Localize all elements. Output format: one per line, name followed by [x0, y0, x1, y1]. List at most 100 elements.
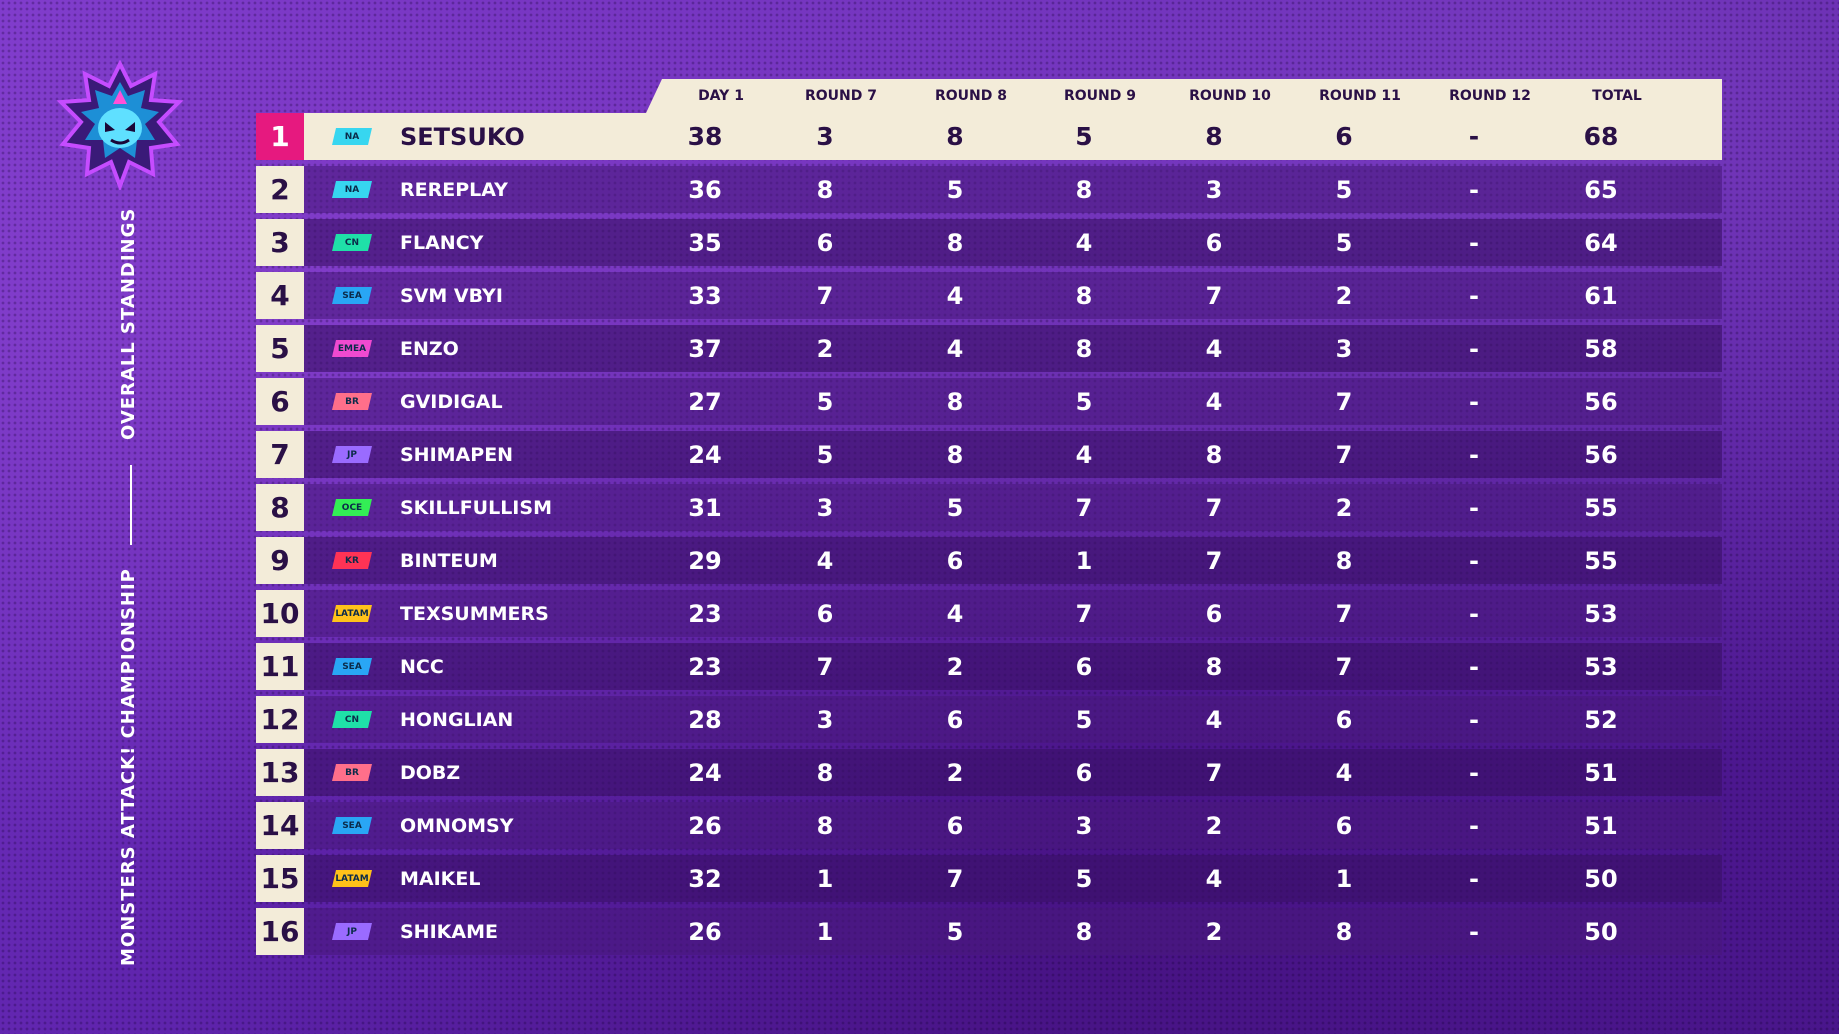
table-row: 16 JP SHIKAME 26 1 5 8 2 8 - 50 — [256, 908, 1722, 955]
row-body: EMEA ENZO 37 2 4 8 4 3 - 58 — [304, 325, 1722, 372]
rank-badge: 3 — [256, 219, 304, 266]
table-row: 11 SEA NCC 23 7 2 6 8 7 - 53 — [256, 643, 1722, 690]
total-score: 52 — [1584, 705, 1618, 734]
score-cell: 1 — [816, 917, 834, 946]
score-cell: 8 — [946, 228, 964, 257]
score-cell: 4 — [1205, 334, 1223, 363]
table-row: 1 NA SETSUKO 38 3 8 5 8 6-68 — [256, 113, 1722, 160]
score-cell: 6 — [1335, 122, 1353, 151]
championship-title: MONSTERS ATTACK! CHAMPIONSHIP — [118, 568, 139, 967]
score-cell: 2 — [946, 758, 964, 787]
score-cell: 31 — [688, 493, 722, 522]
table-row: 13 BR DOBZ 24 8 2 6 7 4 - 51 — [256, 749, 1722, 796]
table-row: 2 NA REREPLAY 36 8 5 8 3 5 - 65 — [256, 166, 1722, 213]
player-name: FLANCY — [400, 231, 484, 254]
score-cell: 26 — [688, 917, 722, 946]
score-cell: 8 — [1205, 122, 1223, 151]
score-cell: 2 — [1335, 493, 1353, 522]
row-body: OCE SKILLFULLISM 31 3 5 7 7 2 - 55 — [304, 484, 1722, 531]
player-name: NCC — [400, 655, 444, 678]
score-cell: 36 — [688, 175, 722, 204]
column-header-round-11: ROUND 11 — [1319, 88, 1401, 104]
player-name: GVIDIGAL — [400, 390, 503, 413]
score-cell: 2 — [1205, 811, 1223, 840]
column-header-round-12: ROUND 12 — [1449, 88, 1531, 104]
total-score: 50 — [1584, 864, 1618, 893]
score-cell: 4 — [946, 334, 964, 363]
player-name: DOBZ — [400, 761, 461, 784]
player-name: SHIKAME — [400, 920, 498, 943]
region-tag: LATAM — [332, 870, 372, 887]
total-score: 50 — [1584, 917, 1618, 946]
row-body: CN FLANCY 35 6 8 4 6 5 - 64 — [304, 219, 1722, 266]
region-tag: CN — [332, 234, 372, 251]
player-name: ENZO — [400, 337, 459, 360]
score-cell: 8 — [1075, 917, 1093, 946]
rank-badge: 5 — [256, 325, 304, 372]
score-cell: 5 — [1075, 122, 1093, 151]
score-cell: 5 — [816, 387, 834, 416]
score-cell: 3 — [1205, 175, 1223, 204]
table-row: 10 LATAM TEXSUMMERS 23 6 4 7 6 7 - 53 — [256, 590, 1722, 637]
score-cell: 6 — [946, 705, 964, 734]
score-cell: 5 — [1075, 705, 1093, 734]
score-cell: 7 — [1205, 758, 1223, 787]
score-cell: 7 — [1335, 599, 1353, 628]
row-body: CN HONGLIAN 28 3 6 5 4 6 - 52 — [304, 696, 1722, 743]
score-cell: 5 — [946, 493, 964, 522]
score-cell: - — [1469, 864, 1479, 893]
table-row: 3 CN FLANCY 35 6 8 4 6 5 - 64 — [256, 219, 1722, 266]
score-cell: 26 — [688, 811, 722, 840]
score-cell: 37 — [688, 334, 722, 363]
region-tag: NA — [332, 128, 372, 145]
standings-table: DAY 1 ROUND 7 ROUND 8 ROUND 9 ROUND 10 ROUND … — [256, 79, 1722, 955]
column-header-round-7: ROUND 7 — [804, 88, 877, 104]
table-header: DAY 1 ROUND 7 ROUND 8 ROUND 9 ROUND 10 ROUND … — [646, 79, 1722, 113]
row-body: SEA NCC 23 7 2 6 8 7 - 53 — [304, 643, 1722, 690]
table-row: 14 SEA OMNOMSY 26 8 6 3 2 6-51 — [256, 802, 1722, 849]
row-body: LATAM TEXSUMMERS 23 6 4 7 6 7 - 53 — [304, 590, 1722, 637]
table-row: 9 KR BINTEUM 29 4 6 1 7 8 - 55 — [256, 537, 1722, 584]
score-cell: 5 — [946, 917, 964, 946]
rank-badge: 13 — [256, 749, 304, 796]
score-cell: 8 — [816, 811, 834, 840]
score-cell: 7 — [946, 864, 964, 893]
rank-badge: 1 — [256, 113, 304, 160]
row-body: KR BINTEUM 29 4 6 1 7 8 - 55 — [304, 537, 1722, 584]
score-cell: 27 — [688, 387, 722, 416]
score-cell: - — [1469, 228, 1479, 257]
score-cell: 6 — [1075, 652, 1093, 681]
score-cell: 4 — [1075, 440, 1093, 469]
score-cell: 6 — [816, 228, 834, 257]
score-cell: 8 — [1335, 917, 1353, 946]
total-score: 64 — [1584, 228, 1618, 257]
score-cell: 6 — [1335, 811, 1353, 840]
sidebar — [50, 60, 190, 990]
player-name: SETSUKO — [400, 122, 525, 151]
score-cell: 28 — [688, 705, 722, 734]
table-row: 8 OCE SKILLFULLISM 31 3 5 7 7 2 - 55 — [256, 484, 1722, 531]
score-cell: 29 — [688, 546, 722, 575]
rank-badge: 16 — [256, 908, 304, 955]
table-row: 12 CN HONGLIAN 28 3 6 5 4 6 - 52 — [256, 696, 1722, 743]
score-cell: - — [1469, 758, 1479, 787]
region-tag: CN — [332, 711, 372, 728]
player-name: SVM VBYI — [400, 284, 503, 307]
score-cell: 4 — [946, 281, 964, 310]
monster-emblem-icon — [56, 60, 184, 190]
score-cell: - — [1469, 175, 1479, 204]
rank-badge: 9 — [256, 537, 304, 584]
player-name: OMNOMSY — [400, 814, 514, 837]
column-header-day-1: DAY 1 — [698, 88, 744, 104]
score-cell: 8 — [816, 175, 834, 204]
score-cell: 4 — [1335, 758, 1353, 787]
score-cell: 8 — [1075, 281, 1093, 310]
score-cell: 2 — [1335, 281, 1353, 310]
score-cell: 8 — [946, 387, 964, 416]
score-cell: 4 — [816, 546, 834, 575]
score-cell: 5 — [1075, 864, 1093, 893]
total-score: 56 — [1584, 440, 1618, 469]
score-cell: 3 — [816, 705, 834, 734]
score-cell: 8 — [1205, 652, 1223, 681]
table-row: 15 LATAM MAIKEL 32 1 7 5 4 1 - 50 — [256, 855, 1722, 902]
